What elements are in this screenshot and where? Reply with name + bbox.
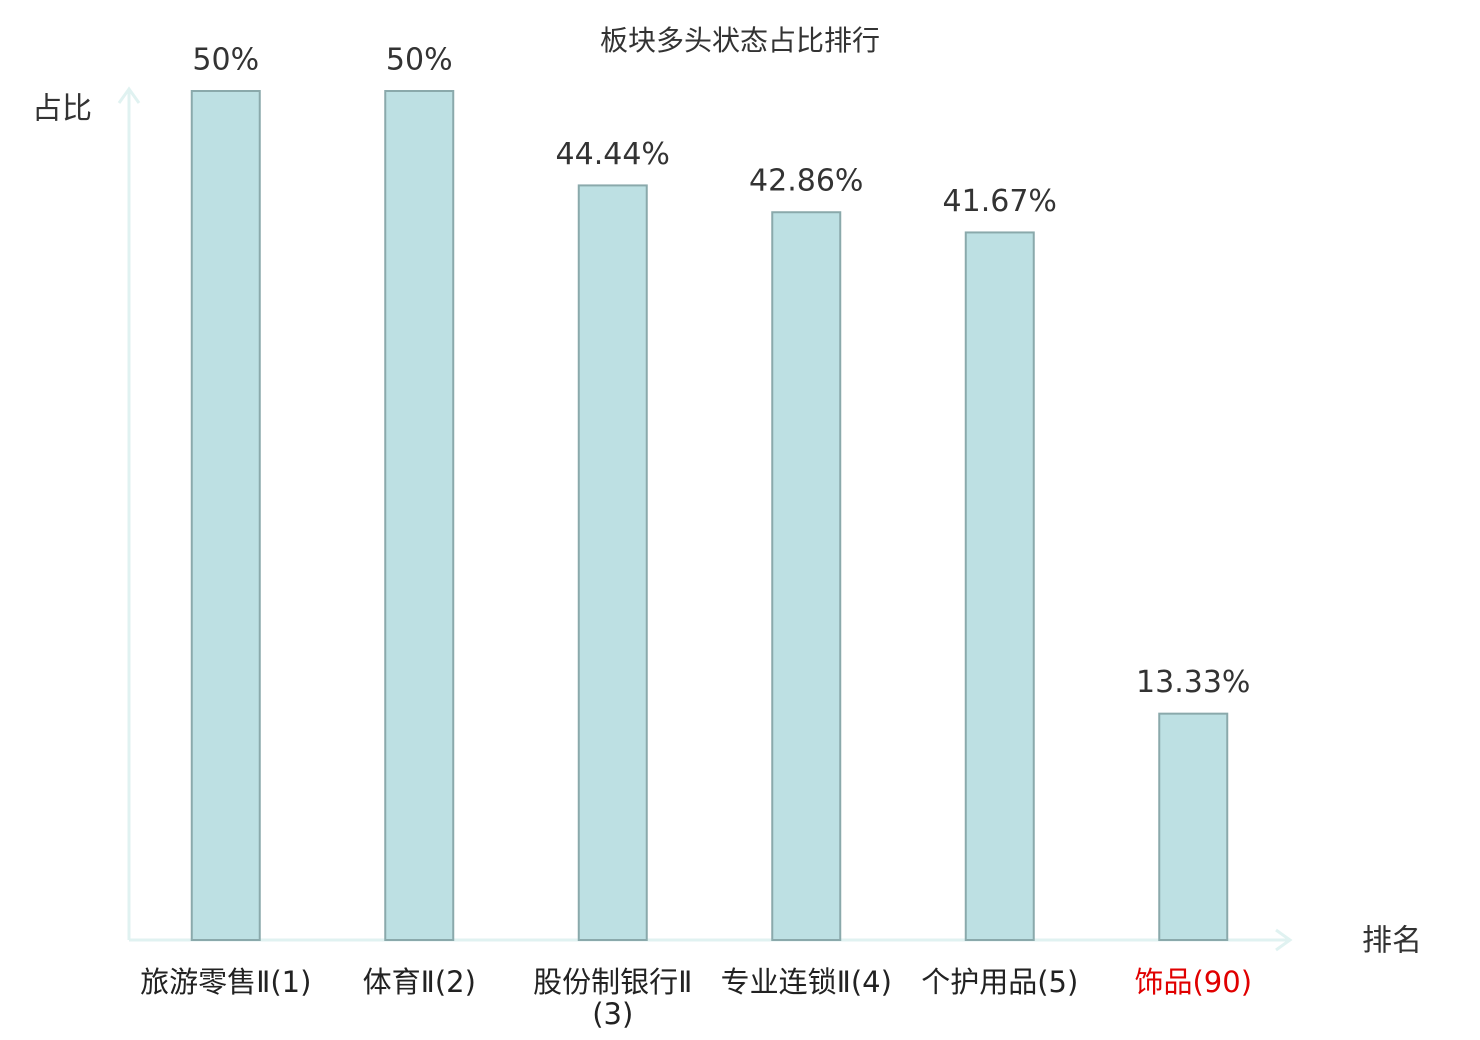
x-tick-label: 体育Ⅱ(2) bbox=[362, 965, 476, 999]
value-label: 13.33% bbox=[1136, 665, 1250, 700]
bar bbox=[1158, 712, 1229, 942]
x-tick-label: 股份制银行Ⅱ(3) bbox=[533, 965, 693, 1031]
x-axis-label: 排名 bbox=[1362, 924, 1422, 959]
x-tick-label: 专业连锁Ⅱ(4) bbox=[720, 965, 892, 999]
bar bbox=[964, 231, 1035, 941]
bar bbox=[771, 211, 842, 942]
x-tick-label: 个护用品(5) bbox=[921, 965, 1079, 999]
y-axis-label: 占比 bbox=[32, 92, 92, 127]
y-axis-arrow bbox=[117, 86, 141, 104]
value-label: 44.44% bbox=[556, 137, 670, 172]
x-axis-arrow bbox=[1275, 928, 1293, 952]
x-tick-label: 旅游零售Ⅱ(1) bbox=[140, 965, 312, 999]
value-label: 50% bbox=[192, 43, 259, 78]
x-tick-label: 饰品(90) bbox=[1134, 965, 1253, 999]
bar bbox=[190, 90, 261, 941]
value-label: 41.67% bbox=[943, 184, 1057, 219]
chart-title: 板块多头状态占比排行 bbox=[600, 24, 880, 57]
value-label: 42.86% bbox=[749, 164, 863, 199]
bar bbox=[577, 184, 648, 941]
bar bbox=[384, 90, 455, 941]
value-label: 50% bbox=[386, 43, 453, 78]
